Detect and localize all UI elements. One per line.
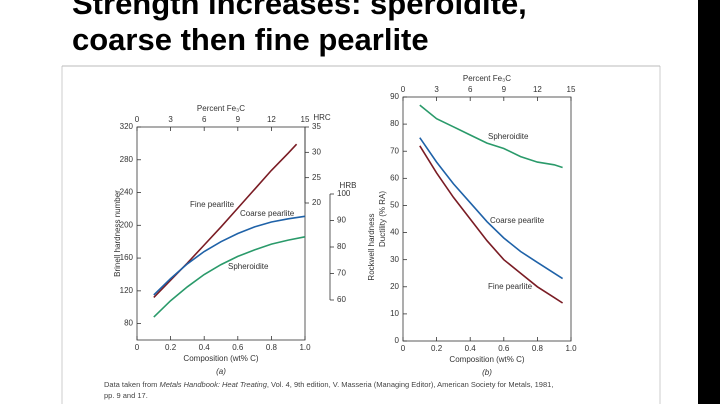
x-tick-label: 0 <box>401 344 406 353</box>
footnote: Data taken from Metals Handbook: Heat Tr… <box>104 380 553 389</box>
series-line <box>153 215 306 296</box>
y-tick-label: 80 <box>124 319 133 328</box>
y-tick-label: 40 <box>390 228 399 237</box>
y-tick-label: 20 <box>390 282 399 291</box>
x2-tick-label: 9 <box>236 115 241 124</box>
series-label: Coarse pearlite <box>490 216 545 225</box>
y3-tick-label: 80 <box>337 242 346 251</box>
y2-tick-label: 20 <box>312 198 321 207</box>
y-tick-label: 0 <box>395 336 400 345</box>
x2-tick-label: 0 <box>135 115 140 124</box>
x-tick-label: 0.8 <box>266 343 278 352</box>
y-tick-label: 90 <box>390 92 399 101</box>
x2-axis-title: Percent Fe₃C <box>463 74 511 83</box>
y2-tick-label: 35 <box>312 122 321 131</box>
series-label: Spheroidite <box>488 132 529 141</box>
footnote-text: Data taken from <box>104 380 159 389</box>
series-line <box>153 236 306 318</box>
x-axis-title: Composition (wt% C) <box>183 354 258 363</box>
x2-tick-label: 12 <box>267 115 276 124</box>
y-tick-label: 320 <box>120 122 134 131</box>
series-label: Spheroidite <box>228 262 269 271</box>
series-line <box>419 104 563 169</box>
y3-axis-subtitle: Rockwell hardness <box>367 213 376 280</box>
y2-tick-label: 25 <box>312 173 321 182</box>
x-tick-label: 0.2 <box>165 343 177 352</box>
x2-tick-label: 6 <box>202 115 207 124</box>
x2-tick-label: 3 <box>434 85 439 94</box>
footnote: pp. 9 and 17. <box>104 391 148 400</box>
x-tick-label: 0.4 <box>465 344 477 353</box>
x2-tick-label: 15 <box>301 115 310 124</box>
y-tick-label: 10 <box>390 309 399 318</box>
x-tick-label: 0.4 <box>199 343 211 352</box>
y-axis-title: Ductility (% RA) <box>378 191 387 247</box>
plot-frame <box>402 96 572 342</box>
x2-tick-label: 6 <box>468 85 473 94</box>
x-tick-label: 0.6 <box>498 344 510 353</box>
footnote-text: Metals Handbook: Heat Treating <box>159 380 267 389</box>
x2-axis-title: Percent Fe₃C <box>197 104 245 113</box>
panel-label: (a) <box>216 367 226 376</box>
y-tick-label: 120 <box>120 286 134 295</box>
y-tick-label: 160 <box>120 253 134 262</box>
y3-tick-label: 70 <box>337 269 346 278</box>
series-line <box>419 137 564 280</box>
x2-tick-label: 15 <box>567 85 576 94</box>
y3-tick-label: 60 <box>337 295 346 304</box>
slide-title: Strength increases: speroidite, <box>72 0 527 21</box>
panel-label: (b) <box>482 368 492 377</box>
series-line <box>419 145 564 304</box>
y-axis-title: Brinell hardness number <box>113 190 122 277</box>
x-tick-label: 0 <box>135 343 140 352</box>
y-tick-label: 60 <box>390 173 399 182</box>
y-tick-label: 50 <box>390 201 399 210</box>
x-tick-label: 1.0 <box>565 344 577 353</box>
series-label: Coarse pearlite <box>240 209 295 218</box>
slide-title: coarse then fine pearlite <box>72 22 429 57</box>
y-tick-label: 70 <box>390 146 399 155</box>
y-tick-label: 30 <box>390 255 399 264</box>
y2-axis-title: HRC <box>313 113 331 122</box>
x2-tick-label: 12 <box>533 85 542 94</box>
plot-frame <box>136 126 306 341</box>
x-tick-label: 1.0 <box>299 343 311 352</box>
edge-bar <box>698 0 720 404</box>
x-tick-label: 0.2 <box>431 344 443 353</box>
y-tick-label: 80 <box>390 119 399 128</box>
x-tick-label: 0.8 <box>532 344 544 353</box>
x2-tick-label: 3 <box>168 115 173 124</box>
x-axis-title: Composition (wt% C) <box>449 355 524 364</box>
y2-tick-label: 30 <box>312 147 321 156</box>
footnote-text: , Vol. 4, 9th edition, V. Masseria (Mana… <box>267 380 554 389</box>
series-label: Fine pearlite <box>190 200 235 209</box>
y-tick-label: 280 <box>120 155 134 164</box>
y-tick-label: 240 <box>120 188 134 197</box>
y3-tick-label: 90 <box>337 216 346 225</box>
y-tick-label: 200 <box>120 220 134 229</box>
x-tick-label: 0.6 <box>232 343 244 352</box>
series-label: Fine pearlite <box>488 282 533 291</box>
x2-tick-label: 9 <box>502 85 507 94</box>
y3-axis-title: HRB <box>340 181 357 190</box>
y3-tick-label: 100 <box>337 189 351 198</box>
x2-tick-label: 0 <box>401 85 406 94</box>
